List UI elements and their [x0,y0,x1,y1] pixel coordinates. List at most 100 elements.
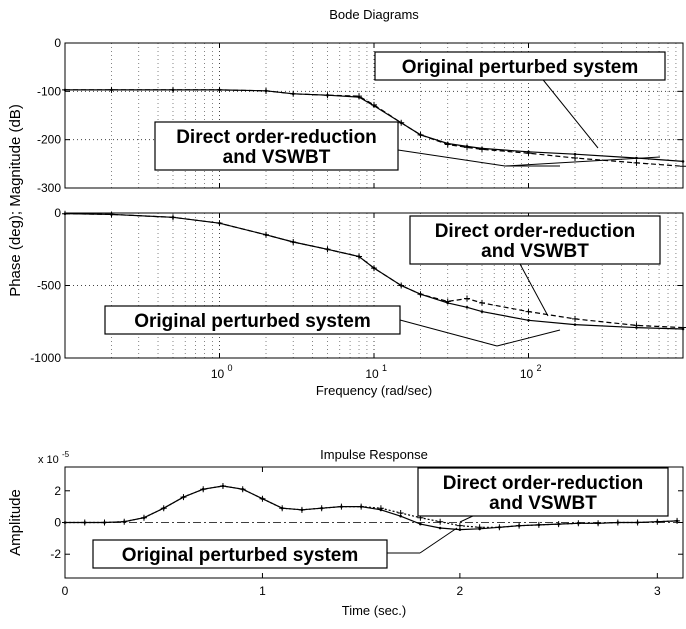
marker [516,522,523,529]
x-tick-label: 10 [211,367,225,381]
series-line [65,485,678,528]
marker [525,308,532,315]
marker [338,503,345,510]
axes-frame [64,42,684,189]
marker [478,299,485,306]
marker [216,220,223,227]
marker [216,86,223,93]
marker [298,506,305,513]
x-tick-label: 10 [520,367,534,381]
subplot: 0 1 2 3 -2 0 2 Impulse Response Time (sec.) Ampli… [7,447,684,618]
annotation-text: and VSWBT [481,241,589,262]
y-axis-label: Phase (deg); Magnitude (dB) [7,104,24,297]
marker [633,322,640,329]
marker [371,101,377,108]
marker [444,298,451,305]
x-axis-label: Frequency (rad/sec) [316,383,432,398]
y-multiplier: x 10 [38,454,59,466]
marker [324,92,331,99]
marker [480,310,484,313]
marker [535,521,542,528]
marker [290,90,297,97]
marker [398,282,405,289]
x-tick-label: 1 [259,584,266,598]
annotation-arrow [419,527,458,554]
y-tick-label: -100 [37,84,61,98]
marker [318,505,325,512]
marker [456,522,463,529]
marker [464,144,471,151]
marker [417,291,424,298]
annotation-text: Original perturbed system [134,311,371,332]
marker [397,509,404,516]
marker [62,210,68,217]
marker [377,505,384,512]
marker [121,518,128,525]
annotation-box [104,305,401,335]
marker [634,519,641,526]
subplot: -300 -200 -100 0 Bode Diagrams Phase (deg); M… [7,7,686,297]
x-tick-exponent: 0 [228,363,233,373]
marker [680,324,686,331]
marker [419,522,422,526]
axes-frame [64,212,684,359]
annotation-arrow [399,319,498,347]
marker [417,131,424,138]
y-tick-label: -500 [37,279,61,293]
marker [575,520,582,527]
marker [140,514,147,521]
marker [595,520,602,527]
x-tick-label: 10 [365,367,379,381]
annotation-text: Direct order-reduction [443,473,644,494]
marker [108,86,115,93]
marker [324,246,331,253]
x-tick-exponent: 1 [382,363,387,373]
marker [356,93,363,100]
marker [62,86,68,93]
annotation-arrow [496,329,561,347]
marker [259,495,266,502]
y-multiplier-exponent: -5 [62,450,70,459]
chart-title: Bode Diagrams [329,7,419,22]
marker [398,119,405,126]
marker [527,319,530,322]
marker [496,524,503,531]
series-line [64,213,684,329]
marker [458,528,462,531]
marker [101,519,108,526]
marker [478,146,485,153]
marker [263,87,270,94]
annotation-text: Original perturbed system [122,545,359,566]
marker [358,503,365,510]
annotation-text: Direct order-reduction [435,221,636,242]
marker [437,518,444,525]
marker [160,505,167,512]
y-tick-label: -200 [37,133,61,147]
marker [573,152,577,156]
annotation-box [374,51,666,81]
marker [263,231,270,238]
x-tick-label: 2 [457,584,464,598]
y-tick-label: -2 [50,547,61,561]
series-line [65,89,684,167]
marker [169,86,176,93]
marker [525,150,532,157]
marker [62,519,68,526]
y-tick-label: 0 [54,516,61,530]
marker [169,214,176,221]
marker [371,265,377,272]
annotation-arrow [539,75,599,149]
annotation-text: and VSWBT [223,147,331,168]
marker [674,517,681,524]
marker [654,518,661,525]
marker [572,315,579,322]
annotation-box [417,467,669,517]
marker [681,160,685,163]
marker [555,521,562,528]
marker [476,524,483,531]
marker [279,505,286,512]
marker [239,486,246,493]
marker [572,155,579,162]
annotation-arrow [397,149,506,167]
